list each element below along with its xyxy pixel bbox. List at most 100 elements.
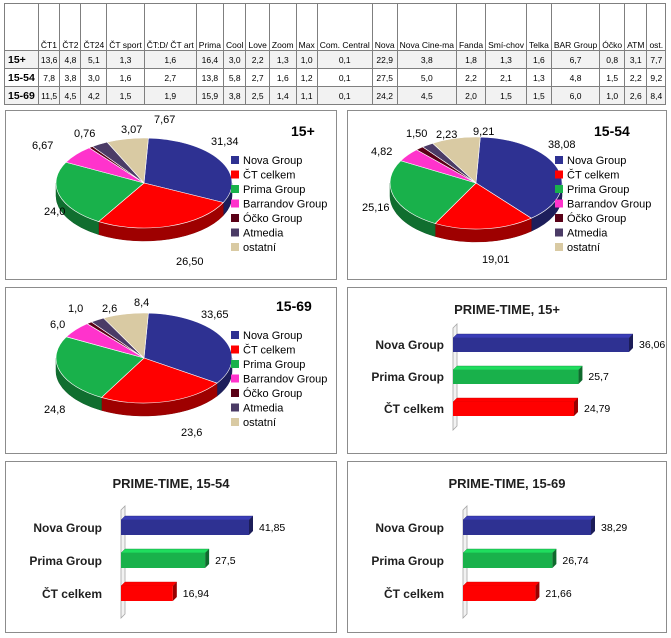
pie-panel-15plus: 31,34 26,50 24,0 6,67 0,76 3,07 7,67 Nova Group… bbox=[5, 110, 337, 280]
pie-slice bbox=[434, 182, 532, 230]
table-row: 15-69 11,5 4,5 4,2 1,5 1,9 15,9 3,8 2,5 1,4 1,1 0,1… bbox=[4, 86, 667, 105]
legend-label: Nova Group bbox=[243, 155, 302, 167]
legend-swatch bbox=[231, 170, 239, 179]
table-cell: 3,8 bbox=[396, 50, 457, 69]
table-cell: 6,7 bbox=[550, 50, 601, 69]
column-header: Love bbox=[245, 3, 270, 51]
bar-top bbox=[462, 548, 557, 554]
table-cell: 0,1 bbox=[316, 86, 373, 105]
table-cell: 1,6 bbox=[106, 68, 145, 87]
pie-slice bbox=[106, 137, 149, 184]
table-cell: 2,2 bbox=[455, 68, 487, 87]
bar-top bbox=[120, 581, 178, 587]
legend-swatch bbox=[555, 199, 563, 208]
table-cell: 1,6 bbox=[143, 50, 197, 69]
bar-side bbox=[629, 334, 633, 352]
pie-slice bbox=[389, 160, 477, 224]
legend-swatch bbox=[231, 345, 239, 354]
table-cell: 13,8 bbox=[195, 68, 224, 87]
table-cell: 8,4 bbox=[646, 86, 667, 105]
pie-panel-15-54: 38,08 19,01 25,16 4,82 1,50 2,23 9,21 Nova Grou… bbox=[347, 110, 667, 280]
table-cell: 2,7 bbox=[245, 68, 270, 87]
legend-label: Prima Group bbox=[243, 359, 305, 371]
legend-label: ostatní bbox=[243, 417, 276, 429]
legend-swatch bbox=[231, 199, 239, 208]
legend-swatch bbox=[231, 185, 239, 193]
bar-title: PRIME-TIME, 15+ bbox=[454, 302, 560, 317]
column-header: ČT:D/ ČT art bbox=[143, 3, 197, 51]
column-header: Óčko bbox=[599, 3, 626, 51]
pie-title: 15-69 bbox=[276, 298, 312, 314]
column-header: ČT24 bbox=[80, 3, 108, 51]
table-cell: 4,2 bbox=[80, 86, 108, 105]
legend-label: ČT celkem bbox=[567, 169, 619, 182]
table-cell: 1,4 bbox=[268, 86, 297, 105]
table-cell: 15,9 bbox=[195, 86, 224, 105]
legend-swatch bbox=[231, 374, 239, 383]
bar-side bbox=[535, 582, 540, 601]
legend-label: Nova Group bbox=[243, 330, 302, 342]
table-cell: 2,1 bbox=[485, 68, 527, 87]
legend-swatch bbox=[231, 331, 239, 339]
pie-slice bbox=[102, 312, 149, 359]
bar bbox=[463, 520, 591, 535]
table-cell: 9,2 bbox=[646, 68, 667, 87]
bar-top bbox=[452, 397, 579, 403]
table-cell: 11,5 bbox=[37, 86, 61, 105]
legend-swatch bbox=[555, 156, 563, 164]
legend-label: Atmedia bbox=[243, 228, 284, 240]
legend-swatch bbox=[231, 360, 239, 368]
column-header: Zoom bbox=[268, 3, 297, 51]
pie-value-label: 23,6 bbox=[181, 427, 202, 439]
pie-value-label: 31,34 bbox=[211, 136, 239, 148]
share-table: ČT1 ČT2 ČT24 ČT sport ČT:D/ ČT art Prima Cool L… bbox=[4, 3, 667, 105]
table-cell: 1,6 bbox=[268, 68, 297, 87]
legend-swatch bbox=[231, 403, 239, 412]
bar-side bbox=[591, 516, 595, 535]
pie-slice bbox=[97, 182, 224, 229]
table-cell: 0,8 bbox=[599, 50, 626, 69]
table-cell: 2,6 bbox=[624, 86, 648, 105]
pie-value-label: 33,65 bbox=[201, 309, 229, 321]
pie-value-label: 6,0 bbox=[50, 319, 65, 331]
pie-slice bbox=[143, 312, 233, 384]
table-cell: 2,2 bbox=[245, 50, 270, 69]
pie-value-label: 25,16 bbox=[362, 202, 390, 214]
table-cell: 4,8 bbox=[59, 50, 82, 69]
table-cell: 1,5 bbox=[525, 86, 552, 105]
legend-swatch bbox=[231, 389, 239, 397]
table-cell: 5,8 bbox=[222, 68, 247, 87]
bar-top bbox=[462, 515, 596, 521]
legend-label: Barrandov Group bbox=[243, 199, 327, 211]
bar-top bbox=[452, 333, 634, 339]
legend-label: ČT celkem bbox=[243, 169, 295, 182]
table-cell: 5,0 bbox=[396, 68, 457, 87]
category-label: Prima Group bbox=[371, 554, 444, 568]
legend-label: Óčko Group bbox=[243, 387, 302, 400]
pie-value-label: 0,76 bbox=[74, 128, 95, 140]
table-cell: 1,0 bbox=[599, 86, 626, 105]
legend-swatch bbox=[231, 228, 239, 237]
bar bbox=[453, 338, 629, 352]
column-header: ČT2 bbox=[59, 3, 82, 51]
category-label: ČT celkem bbox=[42, 586, 102, 601]
category-label: Prima Group bbox=[29, 554, 102, 568]
bar-side bbox=[205, 549, 210, 568]
bar bbox=[453, 370, 579, 384]
column-header: Nova bbox=[371, 3, 398, 51]
column-header: ost. bbox=[646, 3, 667, 51]
pie-title: 15-54 bbox=[594, 123, 630, 139]
legend-label: Atmedia bbox=[243, 403, 284, 415]
pie-slice bbox=[55, 161, 145, 222]
table-cell: 2,7 bbox=[143, 68, 197, 87]
category-label: Prima Group bbox=[371, 370, 444, 384]
pie-value-label: 9,21 bbox=[473, 126, 494, 138]
pie-value-label: 1,0 bbox=[68, 303, 83, 315]
table-cell: 1,5 bbox=[485, 86, 527, 105]
legend-swatch bbox=[231, 214, 239, 222]
bar-top bbox=[120, 548, 210, 554]
pie-slice bbox=[475, 136, 563, 219]
pie-panel-15-69: 33,65 23,6 24,8 6,0 1,0 2,6 8,4 Nova Group ČT ce… bbox=[5, 287, 337, 454]
bar bbox=[453, 402, 574, 416]
legend-label: Óčko Group bbox=[243, 212, 302, 225]
